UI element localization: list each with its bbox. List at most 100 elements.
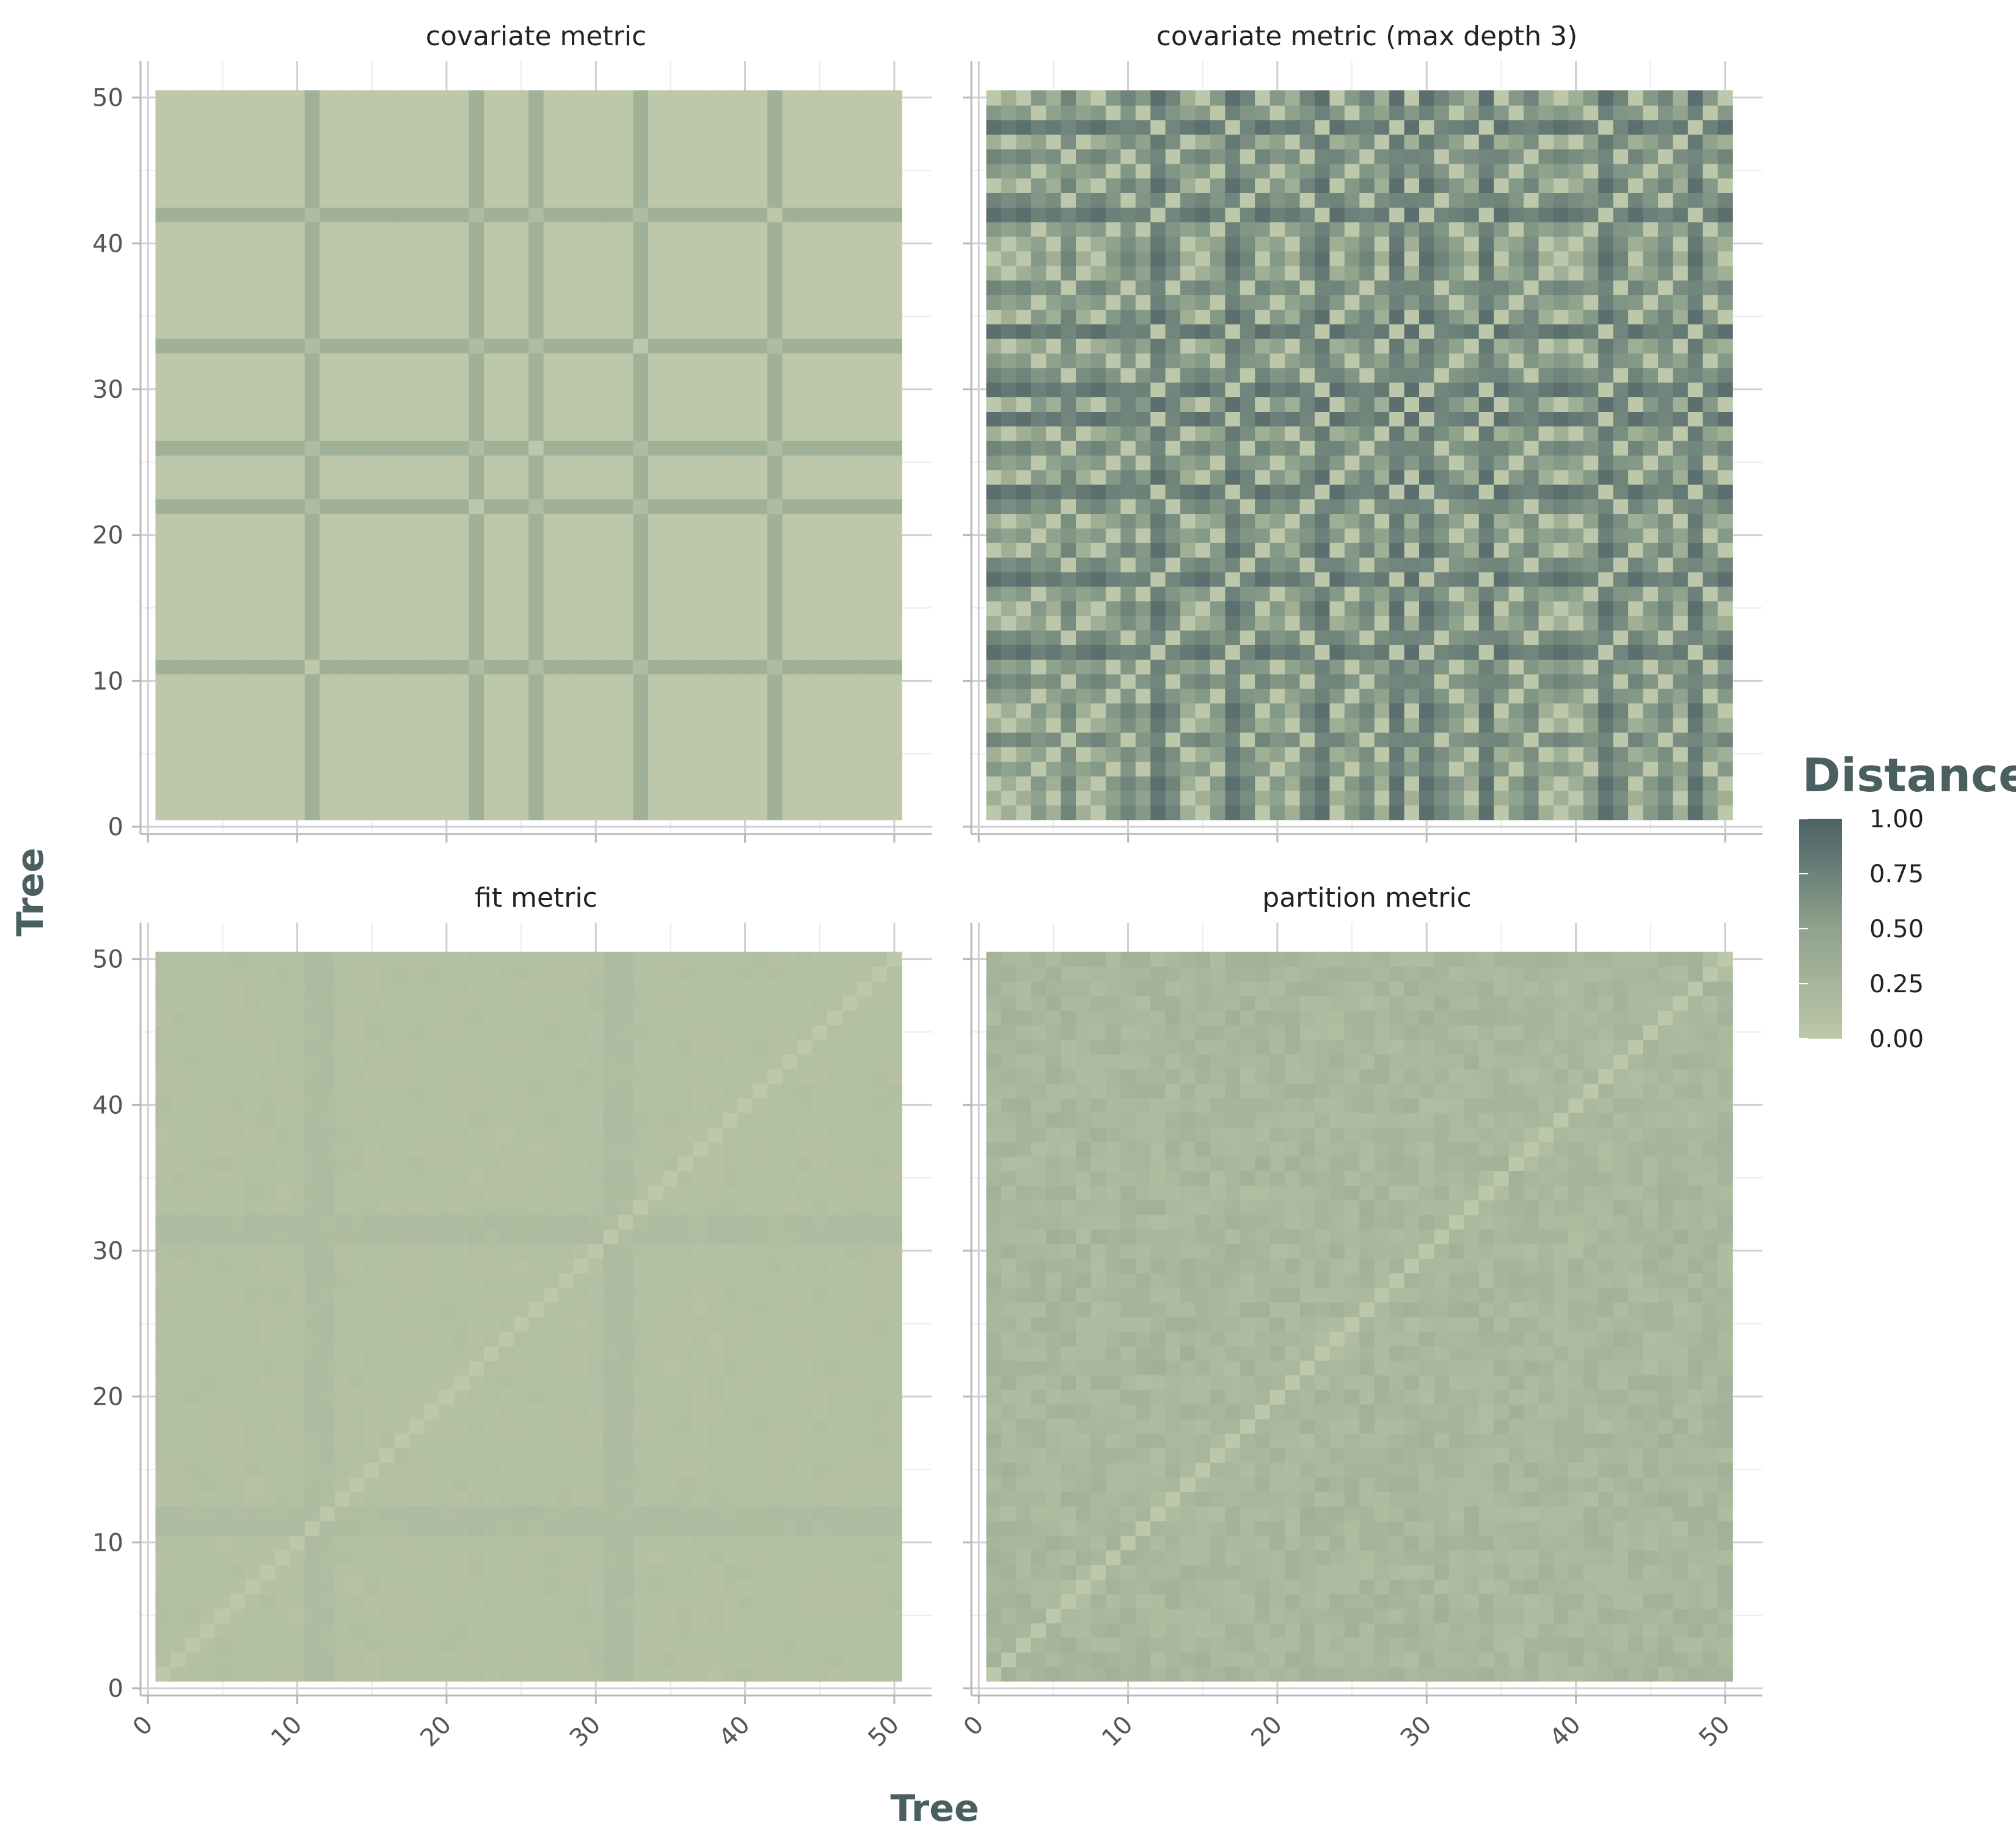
heatmap-cell <box>1269 615 1285 631</box>
heatmap-cell <box>1001 90 1017 106</box>
heatmap-cell <box>528 280 544 296</box>
heatmap-cell <box>1061 601 1076 616</box>
heatmap-cell <box>320 353 335 368</box>
heatmap-cell <box>986 469 1002 485</box>
heatmap-cell <box>1031 440 1046 456</box>
heatmap-cell <box>290 236 305 252</box>
heatmap-cell <box>737 323 753 339</box>
heatmap-cell <box>260 805 276 821</box>
heatmap-cell <box>1001 601 1017 616</box>
heatmap-cell <box>856 148 872 164</box>
heatmap-cell <box>260 265 276 281</box>
heatmap-cell <box>1240 280 1255 296</box>
heatmap-cell <box>454 746 470 762</box>
heatmap-cell <box>1299 309 1315 324</box>
heatmap-cell <box>379 601 395 616</box>
heatmap-cell <box>1568 601 1584 616</box>
heatmap-cell <box>1598 119 1614 135</box>
heatmap-cell <box>1061 455 1076 470</box>
heatmap-cell <box>558 251 574 266</box>
heatmap-cell <box>290 761 305 777</box>
heatmap-cell <box>986 177 1002 193</box>
heatmap-cell <box>230 644 246 660</box>
heatmap-cell <box>1404 731 1420 747</box>
heatmap-cell <box>633 294 649 310</box>
heatmap-cell <box>1120 119 1136 135</box>
heatmap-cell <box>827 119 842 135</box>
heatmap-cell <box>782 440 798 456</box>
heatmap-cell <box>1583 382 1599 398</box>
heatmap-cell <box>155 527 171 543</box>
heatmap-cell <box>1210 484 1225 500</box>
heatmap-cell <box>528 717 544 733</box>
heatmap-cell <box>469 615 484 631</box>
heatmap-cell <box>767 513 783 529</box>
heatmap-cell <box>648 251 663 266</box>
heatmap-cell <box>1135 265 1151 281</box>
heatmap-cell <box>1434 586 1450 602</box>
heatmap-cell <box>1195 746 1211 762</box>
heatmap-cell <box>364 382 380 398</box>
heatmap-cell <box>797 644 813 660</box>
heatmap-cell <box>1031 163 1046 179</box>
heatmap-cell <box>1210 469 1225 485</box>
heatmap-cell <box>842 251 858 266</box>
heatmap-cell <box>499 280 514 296</box>
heatmap-cell <box>812 251 828 266</box>
heatmap-cell <box>155 455 171 470</box>
heatmap-cell <box>1046 601 1062 616</box>
heatmap-cell <box>439 746 455 762</box>
heatmap-cell <box>1061 703 1076 719</box>
heatmap-cell <box>528 703 544 719</box>
heatmap-cell <box>842 119 858 135</box>
heatmap-cell <box>707 484 723 500</box>
heatmap-cell <box>1404 629 1420 645</box>
heatmap-cell <box>200 280 216 296</box>
heatmap-cell <box>648 221 663 237</box>
heatmap-cell <box>1135 527 1151 543</box>
heatmap-cell <box>558 265 574 281</box>
heatmap-cell <box>648 455 663 470</box>
heatmap-cell <box>1240 790 1255 806</box>
heatmap-cell <box>1135 644 1151 660</box>
heatmap-cell <box>603 440 619 456</box>
heatmap-cell <box>439 425 455 441</box>
heatmap-cell <box>737 527 753 543</box>
heatmap-cell <box>722 484 738 500</box>
heatmap-cell <box>558 615 574 631</box>
heatmap-cell <box>1538 484 1554 500</box>
heatmap-cell <box>1180 717 1196 733</box>
heatmap-cell <box>1568 104 1584 120</box>
heatmap-cell <box>1299 542 1315 558</box>
heatmap-cell <box>752 615 768 631</box>
heatmap-cell <box>1180 265 1196 281</box>
heatmap-cell <box>1524 557 1539 573</box>
heatmap-cell <box>1255 703 1271 719</box>
heatmap-cell <box>1568 469 1584 485</box>
heatmap-cell <box>886 659 902 675</box>
heatmap-cell <box>1448 367 1464 383</box>
heatmap-cell <box>1419 790 1435 806</box>
heatmap-cell <box>1031 761 1046 777</box>
heatmap-cell <box>1210 90 1225 106</box>
heatmap-cell <box>245 513 261 529</box>
heatmap-cell <box>483 499 500 514</box>
heatmap-cell <box>499 790 514 806</box>
heatmap-cell <box>618 775 634 791</box>
heatmap-cell <box>304 177 320 193</box>
heatmap-cell <box>424 746 440 762</box>
heatmap-cell <box>633 601 649 616</box>
heatmap-cell <box>304 90 320 106</box>
heatmap-cell <box>1329 251 1345 266</box>
heatmap-cell <box>155 571 171 587</box>
heatmap-cell <box>334 542 350 558</box>
heatmap-cell <box>1240 221 1255 237</box>
heatmap-cell <box>230 323 246 339</box>
heatmap-cell <box>1180 411 1196 426</box>
heatmap-cell <box>1464 513 1480 529</box>
heatmap-cell <box>1329 673 1345 689</box>
heatmap-cell <box>454 717 470 733</box>
heatmap-cell <box>1314 775 1331 791</box>
heatmap-cell <box>1299 104 1315 120</box>
